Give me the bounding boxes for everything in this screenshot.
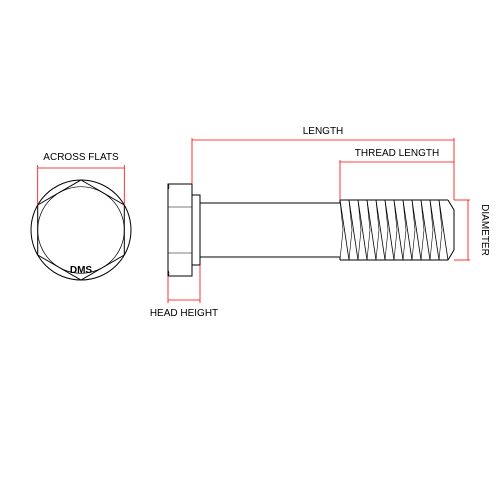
head-height-label: HEAD HEIGHT xyxy=(150,308,218,319)
thread-lines xyxy=(340,200,448,260)
dms-label: DMS xyxy=(70,265,93,276)
length-label: LENGTH xyxy=(303,126,344,137)
across-flats-label: ACROSS FLATS xyxy=(43,152,119,163)
diameter-label: DIAMETER xyxy=(479,204,490,256)
head-height-dimension xyxy=(168,265,200,303)
diameter-dimension xyxy=(454,200,470,260)
bolt-technical-diagram: ACROSS FLATS DMS LENGTH xyxy=(0,0,500,500)
thread-length-dimension xyxy=(340,160,454,200)
thread-length-label: THREAD LENGTH xyxy=(355,148,439,159)
bolt-side-view xyxy=(168,184,454,276)
